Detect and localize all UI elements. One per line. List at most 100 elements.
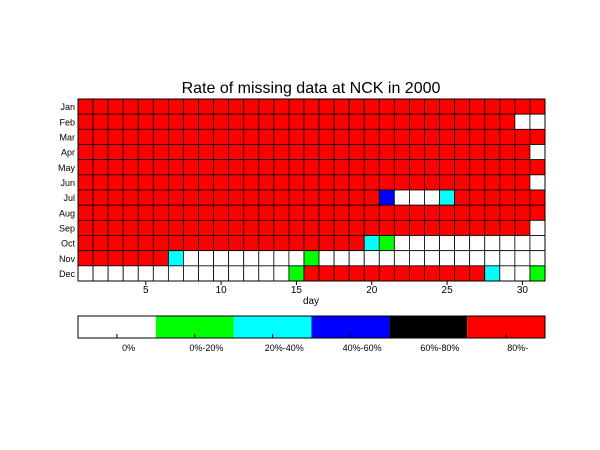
heatmap-cell-aug-4 [122, 204, 139, 221]
heatmap-cell-oct-16 [303, 235, 320, 252]
heatmap-cell-oct-19 [348, 235, 365, 252]
heatmap-cell-mar-13 [258, 128, 275, 145]
heatmap-cell-jul-5 [137, 189, 154, 206]
heatmap-cell-may-6 [152, 159, 169, 176]
heatmap-cell-sep-5 [137, 219, 154, 236]
heatmap-cell-jul-19 [348, 189, 365, 206]
heatmap-cell-feb-22 [393, 113, 410, 130]
heatmap-cell-nov-28 [484, 250, 501, 267]
heatmap-cell-jan-25 [439, 98, 456, 115]
heatmap-cell-mar-19 [348, 128, 365, 145]
heatmap-cell-nov-21 [378, 250, 395, 267]
heatmap-cell-aug-2 [92, 204, 109, 221]
heatmap-cell-nov-26 [454, 250, 471, 267]
heatmap-cell-oct-3 [107, 235, 124, 252]
heatmap-cell-nov-31 [529, 250, 546, 267]
heatmap-cell-dec-31 [529, 265, 546, 282]
month-label-jun: Jun [60, 178, 75, 188]
heatmap-cell-jul-17 [318, 189, 335, 206]
heatmap-cell-jun-22 [393, 174, 410, 191]
heatmap-cell-mar-8 [183, 128, 199, 145]
heatmap-cell-mar-18 [333, 128, 350, 145]
heatmap-cell-may-17 [318, 159, 335, 176]
heatmap-cell-may-24 [424, 159, 440, 176]
heatmap-cell-mar-27 [469, 128, 486, 145]
heatmap-cell-jun-20 [363, 174, 380, 191]
heatmap-cell-nov-12 [243, 250, 260, 267]
heatmap-cell-oct-18 [333, 235, 350, 252]
heatmap-cell-jun-29 [499, 174, 516, 191]
heatmap-cell-apr-9 [198, 144, 214, 161]
heatmap-cell-aug-17 [318, 204, 335, 221]
heatmap-cell-nov-3 [107, 250, 124, 267]
heatmap-cell-aug-10 [213, 204, 230, 221]
heatmap-cell-apr-4 [122, 144, 139, 161]
month-label-dec: Dec [59, 269, 76, 279]
heatmap-cell-jul-24 [424, 189, 440, 206]
heatmap-cell-aug-5 [137, 204, 154, 221]
heatmap-cell-jun-21 [378, 174, 395, 191]
legend-swatch-5 [467, 316, 545, 338]
legend-swatch-3 [311, 316, 390, 338]
heatmap-cell-apr-21 [378, 144, 395, 161]
heatmap-cell-apr-24 [424, 144, 440, 161]
heatmap-cell-jul-8 [183, 189, 199, 206]
heatmap-cell-nov-20 [363, 250, 380, 267]
heatmap-cell-jan-10 [213, 98, 230, 115]
heatmap-cell-jun-28 [484, 174, 501, 191]
heatmap-cell-jul-25 [439, 189, 456, 206]
heatmap-cell-nov-9 [198, 250, 214, 267]
heatmap-cell-jan-7 [167, 98, 184, 115]
heatmap-cell-jan-27 [469, 98, 486, 115]
heatmap-cell-apr-2 [92, 144, 109, 161]
heatmap-cell-jan-1 [77, 98, 94, 115]
heatmap-cell-nov-22 [393, 250, 410, 267]
heatmap-cell-jun-8 [183, 174, 199, 191]
heatmap-cell-aug-14 [273, 204, 290, 221]
heatmap-cell-jun-15 [288, 174, 305, 191]
heatmap-cell-oct-27 [469, 235, 486, 252]
heatmap-cell-aug-11 [228, 204, 245, 221]
heatmap-cell-oct-1 [77, 235, 94, 252]
heatmap-cell-nov-17 [318, 250, 335, 267]
month-label-aug: Aug [59, 208, 75, 218]
month-label-nov: Nov [59, 254, 76, 264]
heatmap-cell-sep-8 [183, 219, 199, 236]
month-label-may: May [58, 163, 76, 173]
legend-label-2: 20%-40% [265, 343, 304, 353]
heatmap-cell-may-23 [409, 159, 425, 176]
heatmap-cell-may-11 [228, 159, 245, 176]
heatmap-cell-jan-21 [378, 98, 395, 115]
heatmap-cell-aug-22 [393, 204, 410, 221]
heatmap-cell-jan-4 [122, 98, 139, 115]
heatmap-cell-may-3 [107, 159, 124, 176]
heatmap-cell-feb-4 [122, 113, 139, 130]
heatmap-cell-sep-24 [424, 219, 440, 236]
heatmap-cell-jul-4 [122, 189, 139, 206]
heatmap-cell-feb-18 [333, 113, 350, 130]
heatmap-cell-apr-8 [183, 144, 199, 161]
heatmap-cell-oct-24 [424, 235, 440, 252]
heatmap-cell-dec-23 [409, 265, 425, 282]
heatmap-cell-feb-20 [363, 113, 380, 130]
heatmap-cell-jan-17 [318, 98, 335, 115]
month-label-jul: Jul [63, 193, 75, 203]
heatmap-cell-jan-2 [92, 98, 109, 115]
heatmap-cell-feb-8 [183, 113, 199, 130]
heatmap-cell-feb-28 [484, 113, 501, 130]
heatmap-cell-may-18 [333, 159, 350, 176]
heatmap-cell-sep-14 [273, 219, 290, 236]
x-axis-ticks: 5 10 15 20 25 30 [143, 281, 528, 296]
heatmap-cell-nov-5 [137, 250, 154, 267]
heatmap-cell-nov-27 [469, 250, 486, 267]
x-axis-label: day [303, 296, 319, 307]
heatmap-cell-mar-20 [363, 128, 380, 145]
heatmap-cell-sep-17 [318, 219, 335, 236]
heatmap-cell-oct-26 [454, 235, 471, 252]
heatmap-cell-mar-31 [529, 128, 546, 145]
heatmap-cell-dec-21 [378, 265, 395, 282]
heatmap-cell-aug-24 [424, 204, 440, 221]
heatmap-cell-dec-12 [243, 265, 260, 282]
heatmap-cell-apr-10 [213, 144, 230, 161]
